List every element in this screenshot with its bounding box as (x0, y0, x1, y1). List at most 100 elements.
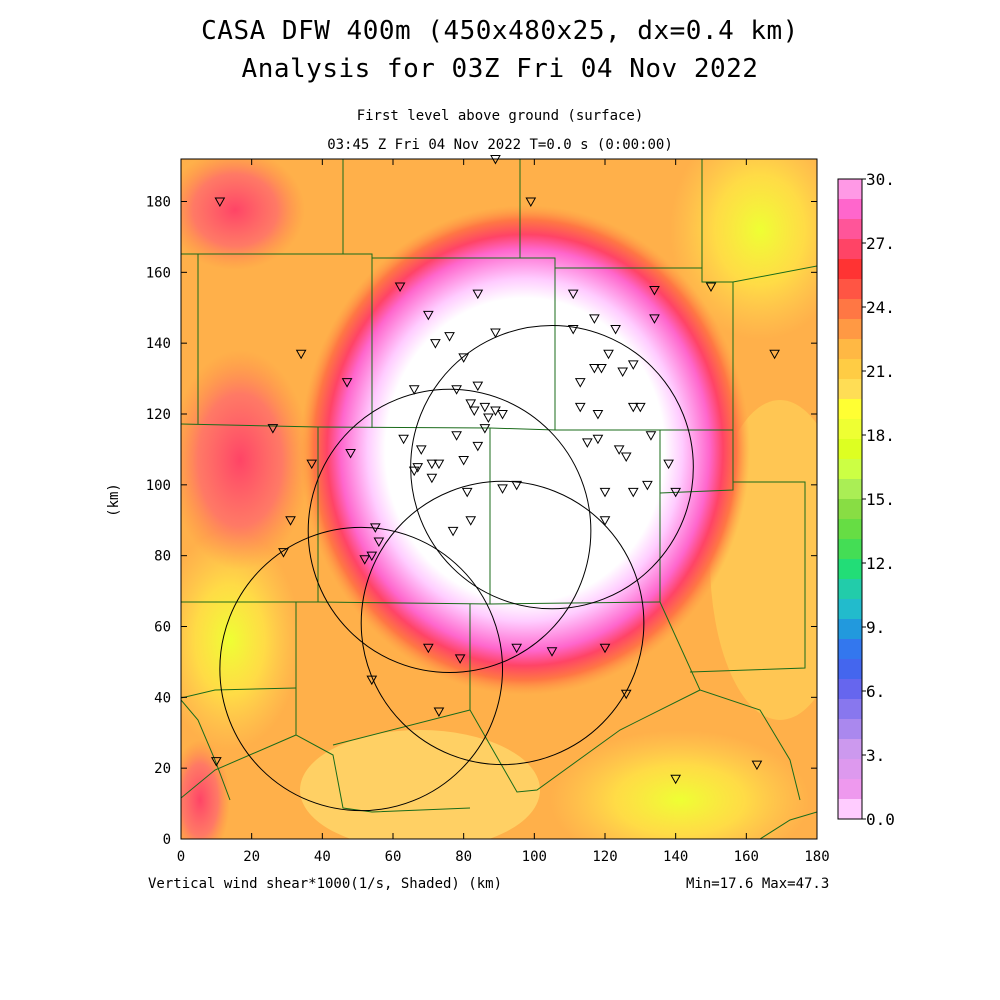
x-tick-label: 100 (522, 849, 547, 865)
station-marker (479, 402, 491, 413)
y-axis: 0 20 40 60 80 100 120 140 160 180 (146, 195, 817, 848)
station-marker (369, 523, 381, 533)
station-marker (408, 466, 420, 477)
colorbar-level (838, 459, 862, 480)
station-marker (285, 516, 296, 526)
colorbar-level (838, 319, 862, 340)
station-marker (451, 431, 462, 441)
station-marker (483, 413, 494, 424)
y-tick-label: 180 (146, 195, 171, 211)
station-marker (610, 325, 621, 335)
county-line (181, 687, 297, 699)
colorbar-level (838, 419, 862, 440)
colorbar-level (838, 199, 862, 220)
station-marker (670, 487, 682, 498)
field-description: Vertical wind shear*1000(1/s, Shaded) (k… (148, 876, 503, 892)
station-marker (394, 282, 406, 293)
colorbar-level (838, 559, 862, 580)
field-high-w (181, 350, 310, 570)
field-core (300, 205, 750, 695)
colorbar-level (838, 519, 862, 540)
station-marker (398, 434, 409, 445)
station-marker (567, 289, 579, 300)
colorbar-level (838, 599, 862, 620)
colorbar-label: 24. (866, 298, 895, 317)
colorbar-label: 6. (866, 682, 885, 701)
y-tick-label: 60 (154, 620, 171, 636)
station-marker (497, 484, 508, 494)
station-marker (497, 410, 508, 420)
station-marker (599, 516, 611, 526)
colorbar-level (838, 679, 862, 700)
station-marker (649, 286, 660, 296)
station-marker (705, 282, 717, 293)
station-marker (596, 363, 607, 374)
colorbar-level (838, 719, 862, 740)
station-marker (465, 516, 477, 526)
station-marker (769, 349, 780, 360)
colorbar-level (838, 499, 862, 520)
station-marker (617, 367, 629, 378)
colorbar-level (838, 479, 862, 500)
x-axis: 0 20 40 60 80 100 120 140 160 180 (177, 159, 830, 865)
figure-title-line1: CASA DFW 400m (450x480x25, dx=0.4 km) (201, 16, 799, 46)
station-marker (603, 349, 614, 360)
station-marker (670, 774, 682, 785)
station-marker (422, 310, 434, 321)
station-marker (642, 480, 653, 491)
county-line (659, 481, 806, 673)
shear-field (181, 159, 817, 839)
station-markers (210, 155, 780, 785)
colorbar-level (838, 379, 862, 400)
station-marker (472, 289, 484, 300)
station-marker (430, 339, 441, 349)
colorbar-level (838, 399, 862, 420)
x-tick-label: 0 (177, 849, 185, 865)
radar-ring (219, 526, 504, 812)
colorbar-level (838, 439, 862, 460)
station-marker (634, 402, 646, 413)
colorbar-level (838, 339, 862, 360)
station-marker (627, 487, 639, 498)
colorbar-label: 0.0 (866, 810, 895, 829)
station-marker (447, 526, 459, 537)
county-boundaries (181, 159, 817, 839)
x-tick-label: 80 (455, 849, 472, 865)
station-marker (454, 654, 466, 664)
station-marker (422, 643, 434, 654)
station-marker (599, 643, 611, 654)
y-tick-label: 40 (154, 690, 171, 706)
station-marker (620, 452, 632, 463)
station-marker (751, 760, 763, 771)
station-marker (366, 551, 378, 562)
station-marker (649, 314, 660, 324)
county-line (659, 601, 801, 801)
y-tick-label: 120 (146, 407, 171, 423)
station-marker (465, 399, 477, 409)
x-tick-label: 180 (804, 849, 829, 865)
colorbar-label: 30. (866, 170, 895, 189)
field-high-sw (181, 740, 230, 839)
x-tick-label: 120 (592, 849, 617, 865)
colorbar-level (838, 539, 862, 560)
station-marker (574, 402, 586, 413)
y-tick-label: 0 (163, 832, 171, 848)
station-marker (458, 353, 470, 363)
station-marker (468, 406, 480, 416)
station-marker (444, 332, 455, 342)
time-subtitle: 03:45 Z Fri 04 Nov 2022 T=0.0 s (0:00:00… (327, 137, 673, 153)
field-low-w (181, 530, 300, 750)
station-marker (214, 197, 226, 208)
plot-frame (180, 158, 818, 840)
station-marker (620, 689, 632, 700)
station-marker (210, 757, 222, 767)
colorbar-label: 15. (866, 490, 895, 509)
station-marker (472, 381, 484, 392)
station-marker (490, 406, 501, 416)
colorbar-level (838, 179, 862, 200)
colorbar-level (838, 779, 862, 800)
station-marker (267, 424, 279, 434)
y-tick-label: 80 (154, 549, 171, 565)
y-tick-label: 20 (154, 761, 171, 777)
station-marker (592, 434, 604, 445)
